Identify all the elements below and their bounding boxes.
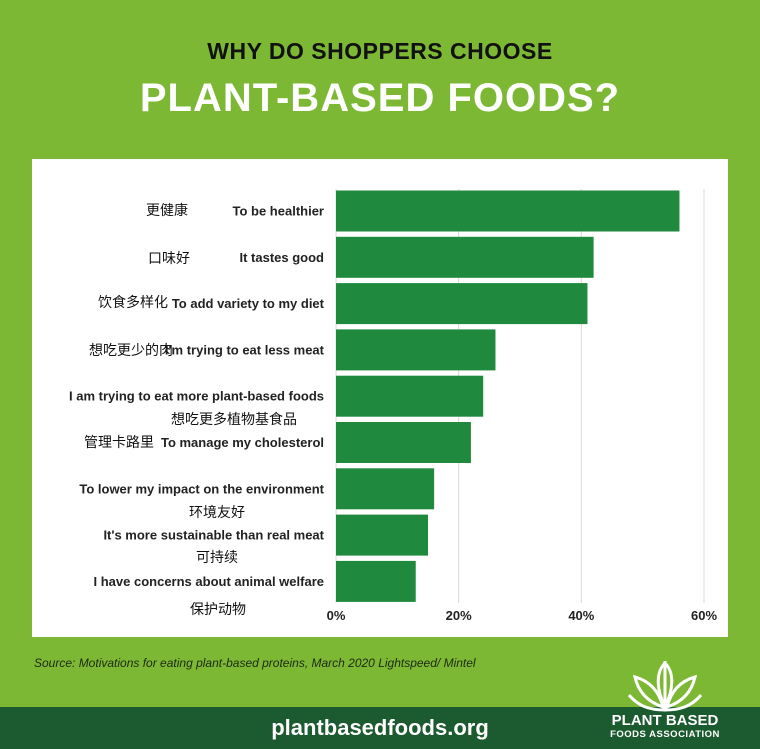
category-label: To lower my impact on the environment	[79, 481, 324, 496]
category-label: To manage my cholesterol	[161, 435, 324, 450]
annotation-label: 饮食多样化	[98, 294, 168, 311]
category-label: It tastes good	[239, 250, 324, 265]
category-label: It's more sustainable than real meat	[103, 528, 324, 543]
annotation-label: 更健康	[146, 202, 188, 219]
bar	[336, 236, 594, 278]
bar	[336, 190, 680, 232]
chart-panel: 0% 20% 40% 60% To be healthier It tastes good…	[32, 159, 728, 637]
annotation-label: 想吃更多植物基食品	[171, 411, 297, 428]
bar	[336, 468, 435, 510]
category-label: To be healthier	[233, 204, 325, 219]
bar	[336, 560, 416, 602]
annotation-label: 可持续	[196, 549, 238, 566]
logo-text-line2: FOODS ASSOCIATION	[610, 729, 720, 740]
chart-title-line2: PLANT-BASED FOODS?	[139, 76, 621, 120]
bar	[336, 283, 588, 325]
footer-bar: plantbasedfoods.org	[0, 707, 760, 749]
x-tick-label: 20%	[446, 608, 472, 623]
category-label: I'm trying to eat less meat	[165, 342, 325, 357]
annotation-label: 口味好	[148, 251, 190, 267]
source-note: Source: Motivations for eating plant-bas…	[34, 656, 476, 670]
annotation-label: 环境友好	[189, 505, 245, 521]
bar-chart: 0% 20% 40% 60% To be healthier It tastes good…	[69, 189, 717, 623]
x-tick-label: 0%	[327, 608, 346, 623]
category-label: To add variety to my diet	[172, 296, 325, 311]
annotation-label: 保护动物	[190, 602, 246, 618]
category-label: I have concerns about animal welfare	[94, 574, 324, 589]
bar	[336, 375, 484, 417]
footer-url-link[interactable]: plantbasedfoods.org	[271, 715, 489, 740]
bar	[336, 422, 471, 463]
annotation-label: 管理卡路里	[84, 435, 154, 451]
category-label: I am trying to eat more plant-based food…	[69, 389, 324, 404]
x-tick-label: 60%	[691, 608, 717, 623]
leaf-logo-icon	[627, 660, 703, 712]
annotation-label: 想吃更少的肉	[89, 343, 173, 359]
logo-text-line1: PLANT BASED	[611, 712, 719, 729]
x-tick-label: 40%	[568, 608, 594, 623]
bar	[336, 514, 428, 556]
bar	[336, 329, 496, 371]
chart-title-line1: WHY DO SHOPPERS CHOOSE	[207, 38, 553, 64]
association-logo: PLANT BASED FOODS ASSOCIATION	[600, 655, 730, 745]
